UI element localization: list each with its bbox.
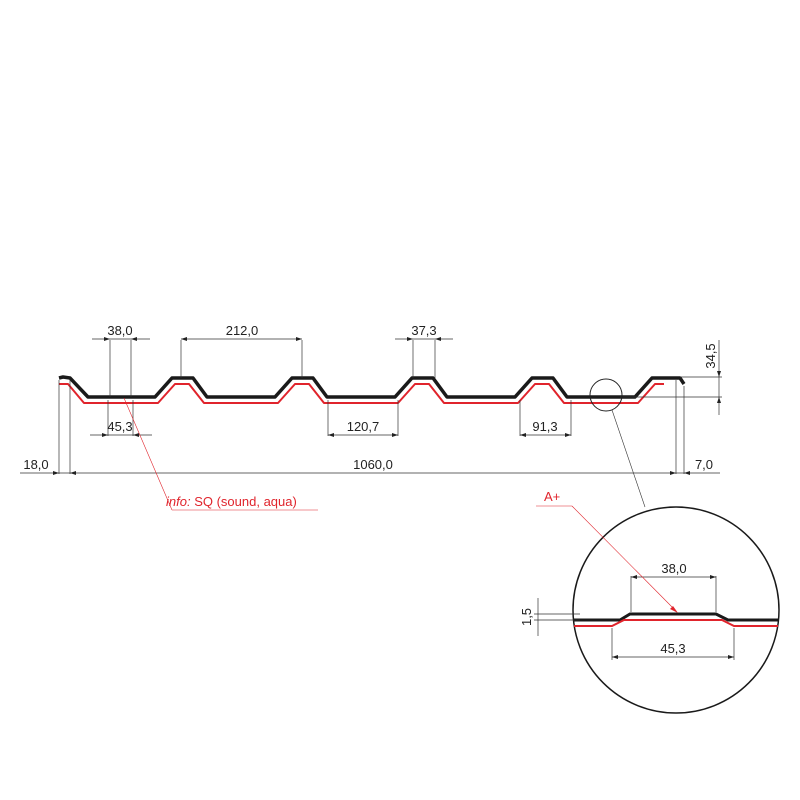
- detail-marker-circle: [589, 378, 623, 412]
- dimension-lines: [20, 338, 722, 474]
- dim-rib-top-left: 38,0: [107, 323, 132, 338]
- detail-bottom-width: 45,3: [660, 641, 685, 656]
- dim-valley-flat: 45,3: [107, 419, 132, 434]
- detail-top-width: 38,0: [661, 561, 686, 576]
- dim-cover-width: 1060,0: [353, 457, 393, 472]
- dim-left-overhang: 18,0: [23, 457, 48, 472]
- detail-leader: [611, 409, 646, 508]
- dim-valley-right: 91,3: [532, 419, 557, 434]
- detail-profile-black: [574, 612, 778, 622]
- detail-circle: [572, 506, 780, 714]
- detail-a-arrow: [670, 606, 678, 613]
- dim-right-overhang: 7,0: [695, 457, 713, 472]
- dim-pitch: 212,0: [226, 323, 259, 338]
- detail-a-pointer: [571, 505, 677, 612]
- dimension-arrows: [53, 337, 721, 475]
- dim-rib-top-mid: 37,3: [411, 323, 436, 338]
- info-leader: [123, 397, 173, 511]
- detail-thickness: 1,5: [519, 608, 534, 626]
- info-annotation: info: SQ (sound, aqua): [166, 494, 297, 509]
- detail-profile-red: [574, 619, 778, 627]
- detail-dimension-lines: [534, 576, 735, 660]
- detail-label: A+: [544, 489, 560, 504]
- dim-valley-width: 120,7: [347, 419, 380, 434]
- detail-arrows: [612, 575, 734, 659]
- dim-height: 34,5: [703, 343, 718, 368]
- sheet-profile-red: [59, 383, 664, 404]
